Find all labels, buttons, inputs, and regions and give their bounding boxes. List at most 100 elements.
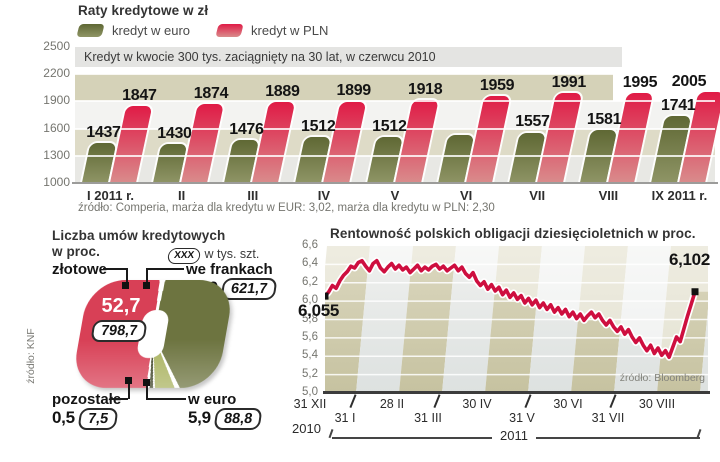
x-axis-label: I 2011 r. xyxy=(87,188,135,203)
agreements-title-line1: Liczba umów kredytowych xyxy=(52,228,226,243)
gridline xyxy=(75,154,715,157)
x-axis-label: III xyxy=(247,188,259,203)
x-axis-label: V xyxy=(390,188,400,203)
y-tick-label: 6,6 xyxy=(302,239,318,251)
x-tick-label: 30 IV xyxy=(462,397,492,411)
pozostale-values: 0,5 7,5 xyxy=(52,408,119,430)
callout-line xyxy=(146,268,184,270)
installments-title: Raty kredytowe w zł xyxy=(78,3,209,18)
gridline xyxy=(75,127,715,130)
x-axis-label: II xyxy=(178,188,186,203)
unit-legend: XXX w tys. szt. xyxy=(166,245,260,264)
bonds-title: Rentowność polskich obligacji dziesięcio… xyxy=(330,226,696,241)
bar-value-label: 1437 xyxy=(86,124,121,142)
bonds-start-value: 6,055 xyxy=(298,301,340,320)
bar-value-label: 1581 xyxy=(586,111,622,129)
y-tick-label: 6,0 xyxy=(302,294,318,307)
slice-label-euro: w euro xyxy=(188,391,237,408)
installments-plot: Kredyt w kwocie 300 tys. zaciągnięty na … xyxy=(72,47,720,203)
x-axis-label: VI xyxy=(459,188,473,203)
y-tick-label: 1300 xyxy=(43,147,70,162)
bar-value-label: 1918 xyxy=(407,80,443,98)
axis-tick-mark xyxy=(524,394,532,408)
y-tick-label: 6,2 xyxy=(302,275,318,288)
callout-line xyxy=(126,268,128,283)
axis-tick-mark xyxy=(609,394,617,408)
bonds-plot xyxy=(325,246,708,393)
euro-values: 5,9 88,8 xyxy=(188,408,263,430)
bar-value-label: 1512 xyxy=(372,117,407,135)
bar-value-label: 1557 xyxy=(515,113,550,131)
bar-value-label: 1741 xyxy=(661,96,696,114)
frankach-count: 621,7 xyxy=(220,278,279,300)
bar-value-label: 1476 xyxy=(229,120,264,138)
bar-value-label: 1430 xyxy=(157,125,192,142)
x-tick-label: 30 VIII xyxy=(638,397,676,411)
zlotowe-pct: 52,7 xyxy=(101,295,141,317)
y-tick-label: 5,2 xyxy=(302,367,318,380)
slice-marker-zlotowe xyxy=(122,282,129,289)
y-tick-label: 1600 xyxy=(43,120,70,135)
x-axis-line xyxy=(72,182,718,184)
year-2011: 2011 xyxy=(492,428,536,443)
euro-legend-label: kredyt w euro xyxy=(112,23,191,38)
x-tick-label: 31 I xyxy=(334,411,356,425)
x-tick-label: 31 VII xyxy=(591,411,625,425)
slice-label-zlotowe: złotowe xyxy=(52,261,107,278)
y-tick-label: 5,4 xyxy=(302,349,318,362)
callout-line xyxy=(103,268,127,270)
y-tick-label: 2500 xyxy=(43,39,70,53)
callout-line xyxy=(146,268,148,283)
slice-label-pozostale: pozostałe xyxy=(52,391,122,408)
bonds-axis-line xyxy=(323,391,710,394)
euro-legend-swatch xyxy=(76,24,105,37)
installments-source: źródło: Comperia, marża dla kredytu w EU… xyxy=(78,202,495,214)
slice-marker-frankach xyxy=(143,282,150,289)
zlotowe-count-box: 798,7 xyxy=(90,320,148,342)
callout-line xyxy=(146,398,186,400)
installments-legend: kredyt w euro kredyt w PLN xyxy=(76,23,328,38)
callout-line xyxy=(128,381,130,399)
bar-value-label: 1889 xyxy=(265,83,300,101)
bonds-end-value: 6,102 xyxy=(668,250,710,269)
installments-subtitle: Kredyt w kwocie 300 tys. zaciągnięty na … xyxy=(75,47,622,67)
agreements-title-line2: w proc. xyxy=(52,244,100,259)
bar-value-label: 1874 xyxy=(193,84,229,102)
y-tick-label: 6,4 xyxy=(302,257,318,270)
slice-marker-euro xyxy=(143,379,150,386)
y-tick-label: 5,8 xyxy=(302,312,318,325)
bar-value-label: 1995 xyxy=(622,73,658,91)
x-tick-label: 30 VI xyxy=(553,397,583,411)
pln-legend-swatch xyxy=(215,24,244,37)
bar-value-label: 2005 xyxy=(671,72,707,90)
gridline xyxy=(75,100,715,103)
agreements-source: źródło: KNF xyxy=(25,328,37,384)
y-tick-label: 1900 xyxy=(43,93,70,108)
slice-label-frankach: we frankach xyxy=(186,261,273,278)
bar-value-label: 1959 xyxy=(479,77,515,95)
year-2010: 2010 xyxy=(292,421,321,436)
x-axis-label: IX 2011 r. xyxy=(651,188,708,203)
slice-marker-pozostale xyxy=(125,377,132,384)
axis-tick-mark xyxy=(433,394,441,408)
bar-value-label: 1899 xyxy=(336,82,372,100)
callout-line xyxy=(146,383,148,399)
y-tick-label: 5,6 xyxy=(302,330,318,343)
bonds-source: źródło: Bloomberg xyxy=(619,372,705,384)
unit-note: w tys. szt. xyxy=(204,247,260,261)
x-tick-label: 31 III xyxy=(414,411,442,425)
x-axis-label: VII xyxy=(529,188,546,203)
plot-band-white xyxy=(75,101,715,129)
x-axis-label: VIII xyxy=(598,188,619,203)
gridline xyxy=(75,73,715,76)
axis-tick-mark xyxy=(349,394,357,408)
x-tick-label: 31 V xyxy=(509,411,535,425)
bar-value-label: 1847 xyxy=(122,87,157,105)
bar-value-label: 1512 xyxy=(301,117,336,135)
bar-value-label: 1991 xyxy=(551,74,587,92)
y-tick-label: 2200 xyxy=(43,66,70,81)
plot-band-khaki xyxy=(75,74,613,102)
y-tick-label: 1000 xyxy=(43,175,70,189)
x-tick-label: 31 XII xyxy=(293,397,327,411)
